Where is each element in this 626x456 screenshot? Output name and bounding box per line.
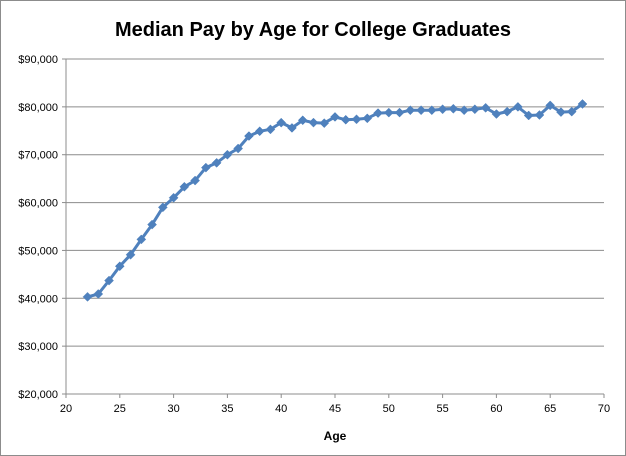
data-point-age-22 bbox=[83, 292, 92, 301]
x-tick-label: 50 bbox=[383, 403, 395, 415]
y-axis-tick-labels: $20,000 $30,000 $40,000 $50,000 $60,000 $70,0… bbox=[18, 54, 66, 401]
x-tick-label: 70 bbox=[598, 403, 610, 415]
x-tick-label: 40 bbox=[275, 403, 287, 415]
x-tick-label: 25 bbox=[114, 403, 126, 415]
data-point-age-50 bbox=[384, 108, 393, 117]
y-tick-label: $30,000 bbox=[18, 341, 58, 353]
data-point-age-47 bbox=[352, 115, 361, 124]
y-tick-label: $50,000 bbox=[18, 245, 58, 257]
data-point-age-56 bbox=[449, 104, 458, 113]
data-point-age-55 bbox=[438, 105, 447, 114]
y-tick-label: $40,000 bbox=[18, 293, 58, 305]
data-point-age-38 bbox=[255, 127, 264, 136]
y-tick-label: $90,000 bbox=[18, 54, 58, 66]
x-tick-label: 55 bbox=[436, 403, 448, 415]
y-tick-label: $70,000 bbox=[18, 150, 58, 162]
data-point-age-58 bbox=[470, 105, 479, 114]
x-tick-label: 65 bbox=[544, 403, 556, 415]
series-median-pay bbox=[83, 99, 587, 301]
data-point-age-51 bbox=[395, 108, 404, 117]
y-tick-label: $80,000 bbox=[18, 102, 58, 114]
data-point-age-46 bbox=[341, 115, 350, 124]
x-tick-label: 60 bbox=[490, 403, 502, 415]
y-tick-label: $20,000 bbox=[18, 389, 58, 401]
x-tick-label: 30 bbox=[167, 403, 179, 415]
data-point-age-43 bbox=[309, 118, 318, 127]
x-tick-label: 45 bbox=[329, 403, 341, 415]
chart-title: Median Pay by Age for College Graduates bbox=[115, 19, 511, 41]
x-axis-tick-labels: 20 25 30 35 40 45 50 55 60 65 70 bbox=[60, 394, 610, 415]
x-tick-label: 35 bbox=[221, 403, 233, 415]
x-tick-label: 20 bbox=[60, 403, 72, 415]
y-tick-label: $60,000 bbox=[18, 198, 58, 210]
data-point-age-61 bbox=[503, 107, 512, 116]
x-axis-title: Age bbox=[324, 429, 347, 443]
series-line bbox=[88, 104, 583, 297]
gridlines bbox=[66, 59, 604, 394]
